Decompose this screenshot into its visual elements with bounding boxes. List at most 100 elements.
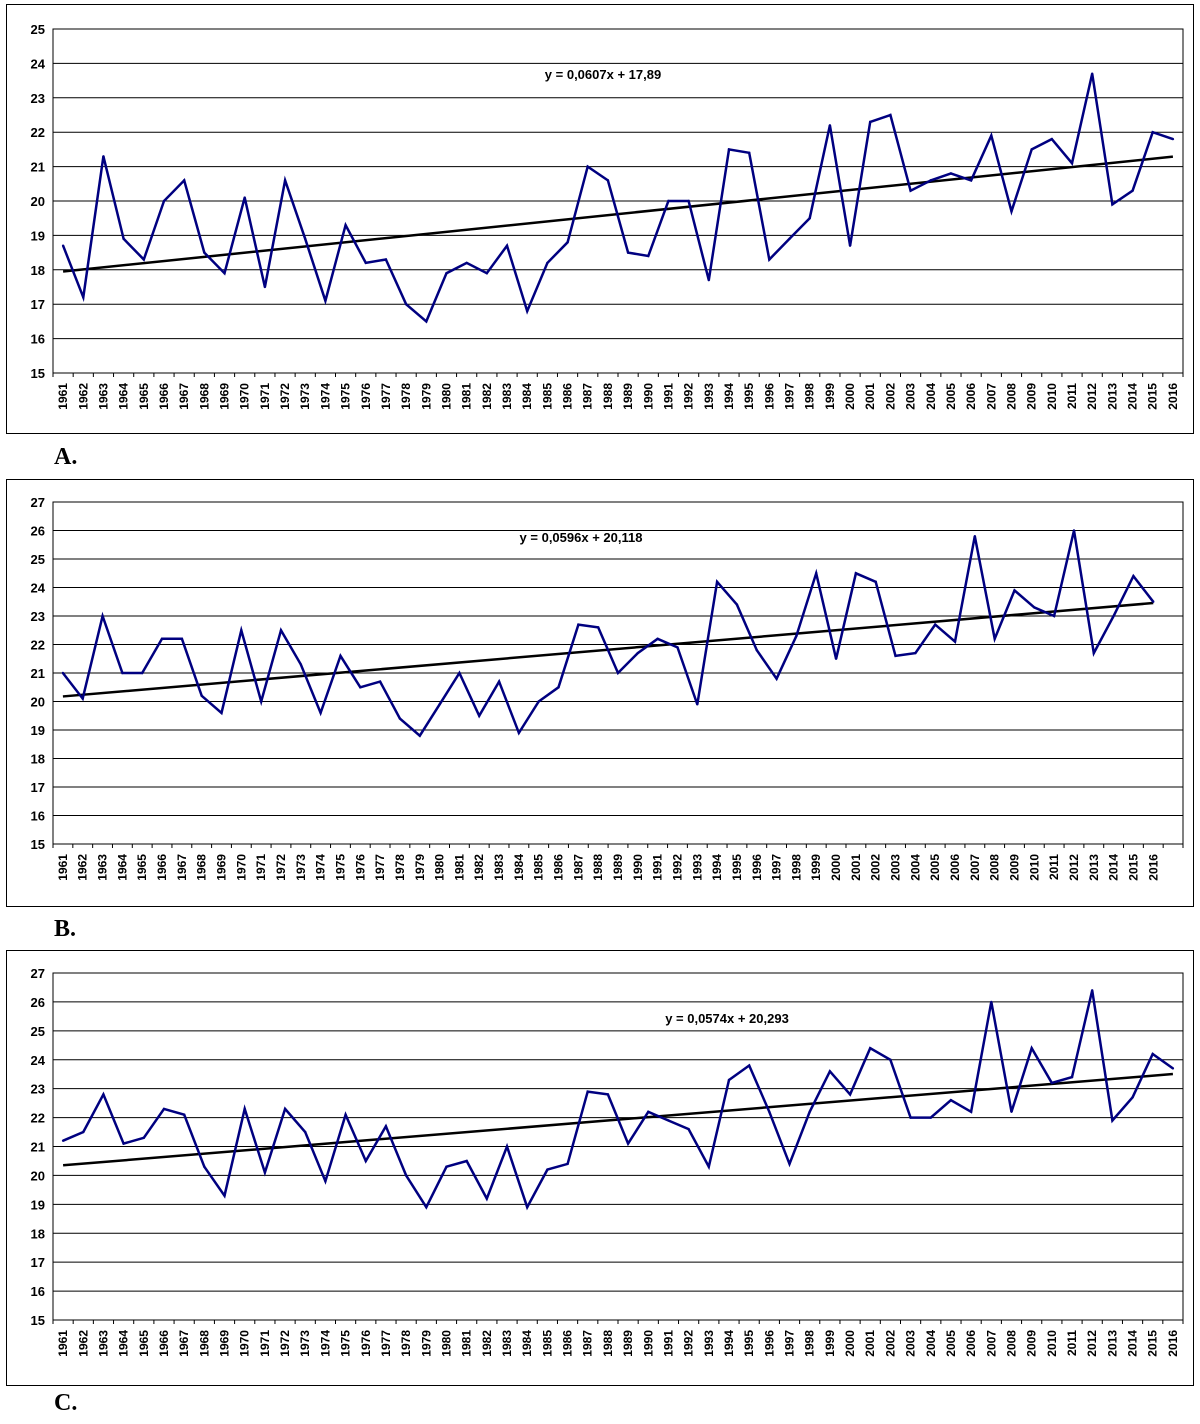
y-tick-label: 20 [31,1168,45,1183]
x-tick-label: 1995 [742,1330,756,1357]
data-point [727,1078,731,1082]
data-point [636,651,640,655]
data-point [223,272,226,275]
x-tick-label: 2011 [1065,1330,1079,1356]
x-tick-label: 1984 [520,1330,534,1357]
x-tick-label: 1964 [117,1330,131,1357]
x-tick-label: 2011 [1065,383,1079,409]
x-tick-label: 1975 [333,854,347,881]
data-point [1131,189,1134,192]
x-tick-label: 1965 [137,1330,151,1357]
x-tick-label: 1968 [197,383,211,410]
data-point [263,1171,267,1174]
x-tick-label: 1992 [682,383,696,410]
data-point [828,124,832,127]
data-point [676,646,679,649]
x-tick-label: 1974 [314,854,328,881]
data-point [707,1165,711,1168]
x-tick-label: 1976 [359,1330,373,1357]
data-point [854,572,858,575]
y-tick-label: 23 [31,91,45,106]
data-point [324,1180,327,1183]
y-tick-label: 21 [31,1140,45,1155]
x-tick-label: 1968 [195,854,209,881]
x-tick-label: 2003 [904,1330,918,1357]
x-tick-label: 2001 [863,1330,877,1357]
x-tick-label: 2014 [1126,1330,1140,1357]
data-point [707,278,711,282]
x-tick-label: 1985 [540,1330,554,1357]
data-point [319,711,322,715]
trend-equation: y = 0,0574x + 20,293 [665,1011,789,1026]
x-tick-label: 1989 [621,383,635,410]
x-tick-label: 1981 [460,1330,474,1357]
data-point [121,671,124,675]
y-tick-label: 16 [31,1284,45,1299]
data-point [61,671,65,675]
x-tick-label: 1997 [770,854,784,881]
x-tick-label: 2006 [964,1330,978,1357]
x-tick-label: 2003 [904,383,918,410]
x-tick-label: 1978 [393,854,407,881]
x-tick-label: 1972 [274,854,288,881]
x-tick-label: 1973 [294,854,308,881]
data-point [929,179,932,182]
x-tick-label: 1987 [581,383,595,410]
panel-label-b: B. [54,916,77,942]
data-point [1013,589,1016,592]
data-point [425,1206,428,1209]
data-point [606,179,610,182]
data-point [815,572,818,575]
data-point [990,134,993,137]
data-point [485,1197,489,1200]
data-point [418,734,421,737]
data-point [82,1130,85,1134]
x-tick-label: 1971 [258,1330,272,1357]
data-point [243,1107,246,1111]
data-point [1112,614,1115,618]
x-tick-label: 2016 [1166,1330,1180,1357]
x-tick-label: 1980 [439,383,453,410]
data-point [929,1116,932,1119]
x-tick-label: 1969 [218,1330,232,1357]
data-point [687,199,690,203]
x-tick-label: 2010 [1027,854,1041,881]
data-point [243,196,246,199]
x-tick-label: 1993 [690,854,704,881]
data-point [667,1119,670,1122]
x-tick-label: 2012 [1085,383,1099,410]
data-point [344,1113,347,1116]
x-tick-label: 1984 [520,383,534,410]
data-point [768,1110,771,1113]
x-tick-label: 1966 [155,854,169,881]
x-tick-label: 1994 [722,1330,736,1357]
x-tick-label: 1972 [278,383,292,410]
y-tick-label: 24 [31,581,46,596]
x-tick-label: 1998 [789,854,803,881]
x-tick-label: 1979 [419,1330,433,1357]
y-tick-label: 15 [31,1313,45,1328]
x-tick-label: 2007 [984,383,998,410]
x-tick-label: 1994 [710,854,724,881]
y-tick-label: 20 [31,695,45,710]
data-point [1111,1119,1114,1122]
data-point [656,637,659,640]
x-tick-label: 2001 [849,854,863,881]
x-tick-label: 1986 [561,1330,575,1357]
y-tick-label: 21 [31,666,45,681]
data-point [1072,529,1076,532]
data-point [869,1046,872,1050]
x-tick-label: 2013 [1105,383,1119,410]
data-point [359,686,362,689]
data-point [808,1110,811,1113]
x-tick-label: 2005 [928,854,942,881]
x-tick-label: 2008 [1004,383,1018,410]
data-point [795,634,798,638]
data-point [344,223,347,227]
data-point [240,629,243,632]
data-point [299,663,303,666]
data-point [848,244,852,247]
data-point [969,1110,973,1113]
data-point [747,151,751,155]
data-point [626,251,630,254]
